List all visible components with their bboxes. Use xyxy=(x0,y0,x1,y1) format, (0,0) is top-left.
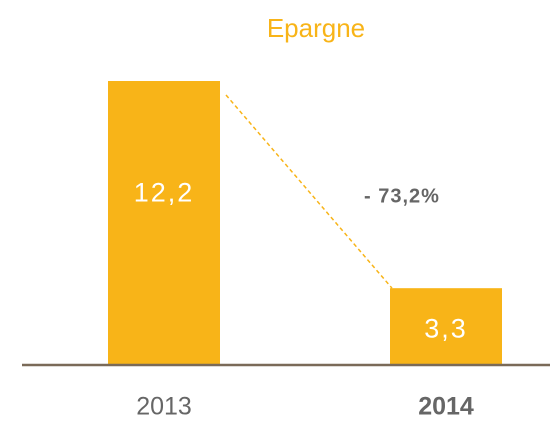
x-tick-label: 2014 xyxy=(418,393,474,421)
value-label: 12,2 xyxy=(134,178,195,208)
bar xyxy=(390,288,502,365)
bar xyxy=(108,81,220,365)
value-label: 3,3 xyxy=(424,314,468,344)
chart-title: Epargne xyxy=(267,13,365,43)
connector xyxy=(225,94,393,289)
annotation: - 73,2% xyxy=(364,185,440,207)
x-tick-label: 2013 xyxy=(136,393,192,421)
